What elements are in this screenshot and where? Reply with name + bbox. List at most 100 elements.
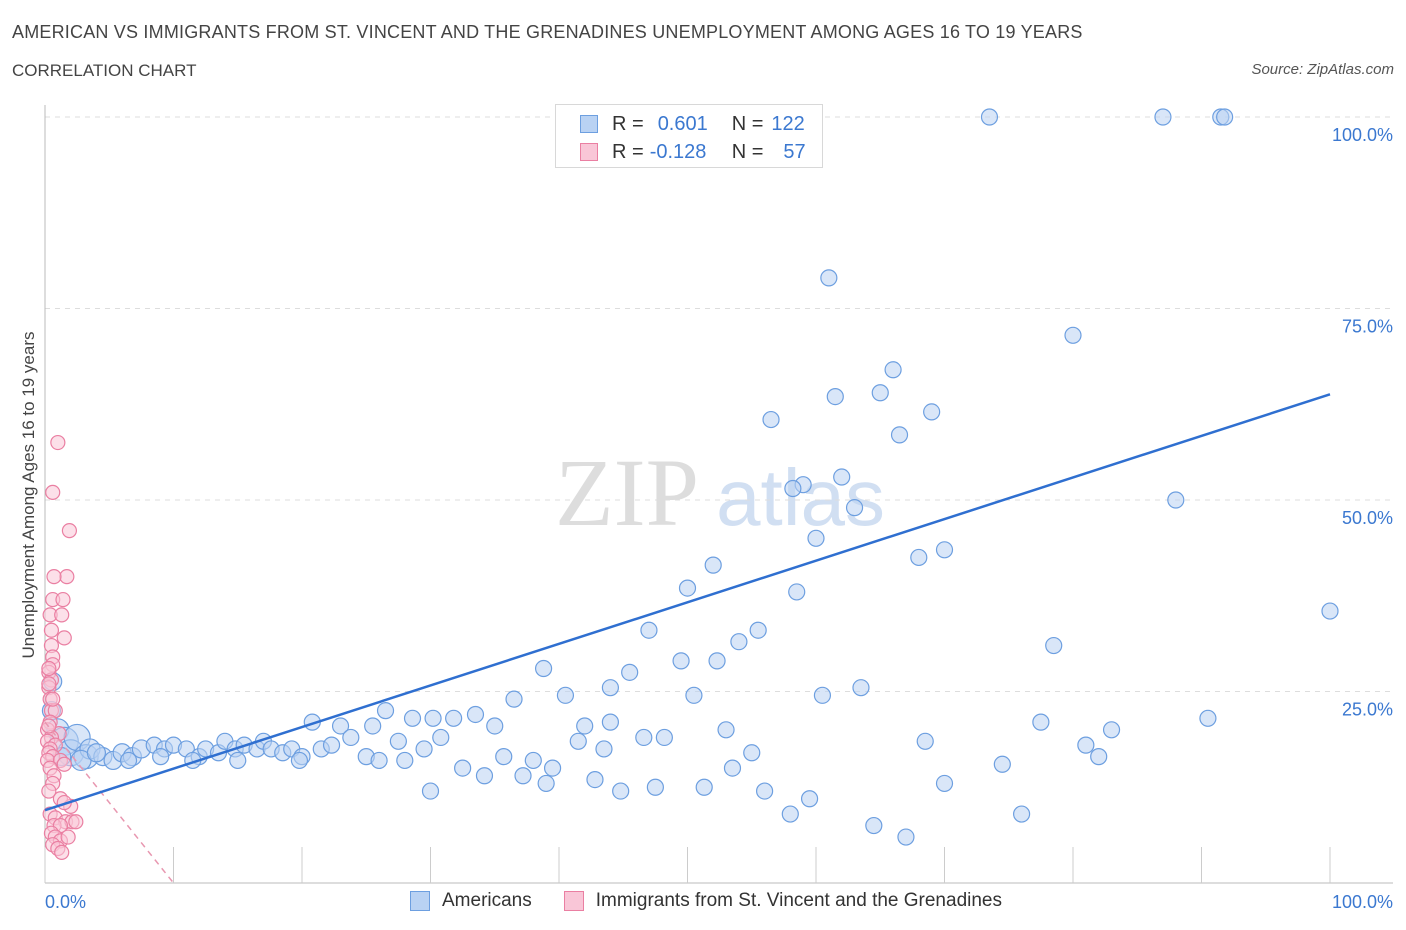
americans-point bbox=[86, 743, 107, 763]
r-label: R = bbox=[612, 112, 644, 135]
americans-point bbox=[685, 686, 703, 704]
americans-point bbox=[424, 709, 442, 727]
americans-point bbox=[119, 751, 138, 770]
n-label: N = bbox=[731, 140, 764, 163]
americans-point bbox=[556, 686, 575, 704]
immigrants-point bbox=[45, 484, 61, 500]
americans-point bbox=[820, 269, 838, 287]
americans-point bbox=[655, 728, 673, 747]
americans-point bbox=[537, 774, 555, 793]
americans-point bbox=[595, 740, 613, 758]
immigrants-point bbox=[54, 607, 70, 623]
americans-point bbox=[322, 736, 341, 754]
immigrants-point bbox=[60, 829, 76, 845]
americans-point bbox=[432, 728, 450, 747]
immigrants-point bbox=[45, 691, 61, 707]
immigrants-point bbox=[56, 630, 72, 646]
immigrants-point bbox=[56, 756, 72, 772]
americans-point bbox=[342, 728, 360, 747]
americans-point bbox=[396, 751, 414, 770]
americans-point bbox=[717, 721, 735, 739]
chart-subtitle: CORRELATION CHART bbox=[12, 61, 197, 80]
americans-point bbox=[708, 652, 726, 670]
americans-point bbox=[601, 679, 620, 697]
americans-point bbox=[421, 782, 440, 800]
americans-point bbox=[1012, 805, 1031, 823]
americans-point bbox=[1032, 713, 1050, 731]
y-tick-label: 75.0% bbox=[1342, 317, 1393, 337]
americans-point bbox=[376, 702, 395, 720]
americans-point bbox=[890, 426, 909, 444]
americans-point bbox=[389, 732, 407, 750]
americans-point bbox=[826, 387, 844, 406]
americans-point bbox=[865, 816, 883, 835]
americans-point bbox=[813, 686, 832, 704]
blue-swatch bbox=[410, 891, 430, 911]
pink-swatch bbox=[563, 891, 584, 911]
legend-item-americans: Americans bbox=[410, 890, 532, 912]
immigrants-point bbox=[54, 844, 70, 860]
americans-point bbox=[784, 479, 802, 498]
americans-point bbox=[916, 732, 934, 750]
americans-point bbox=[800, 790, 819, 808]
americans-point bbox=[743, 744, 761, 762]
americans-trendline bbox=[44, 393, 1331, 812]
americans-point bbox=[1199, 709, 1217, 727]
americans-point bbox=[1090, 748, 1108, 766]
americans-point bbox=[678, 579, 697, 597]
americans-point bbox=[871, 384, 889, 402]
stats-legend-row-americans: R = 0.601 N = 122 bbox=[580, 112, 805, 136]
americans-point bbox=[762, 410, 780, 429]
x-tick-label: 0.0% bbox=[45, 892, 86, 912]
americans-point bbox=[884, 361, 902, 379]
americans-point bbox=[1064, 326, 1082, 344]
y-tick-label: 50.0% bbox=[1342, 508, 1393, 528]
x-tick-label: 100.0% bbox=[1332, 892, 1393, 912]
americans-point bbox=[576, 717, 594, 735]
americans-point bbox=[454, 759, 472, 777]
americans-point bbox=[672, 652, 690, 670]
americans-point bbox=[640, 621, 658, 639]
immigrants-point bbox=[55, 591, 71, 608]
watermark-zip: ZIP bbox=[555, 439, 699, 546]
americans-point bbox=[621, 663, 639, 681]
americans-point bbox=[486, 717, 504, 735]
americans-point bbox=[475, 767, 494, 785]
americans-point bbox=[152, 748, 170, 766]
americans-point bbox=[415, 740, 433, 758]
americans-point bbox=[612, 782, 630, 800]
americans-point bbox=[695, 778, 713, 796]
immigrants-point bbox=[59, 568, 75, 585]
americans-point bbox=[569, 732, 587, 750]
americans-point bbox=[229, 751, 247, 770]
legend-item-immigrants: Immigrants from St. Vincent and the Gren… bbox=[563, 890, 1002, 912]
americans-point bbox=[445, 709, 463, 727]
americans-point bbox=[1216, 108, 1234, 126]
immigrants-point bbox=[50, 434, 66, 451]
americans-point bbox=[730, 633, 748, 651]
immigrants-point bbox=[41, 660, 57, 677]
americans-point bbox=[466, 705, 485, 724]
americans-point bbox=[1154, 108, 1172, 126]
americans-point bbox=[845, 499, 864, 517]
americans-point bbox=[290, 751, 309, 770]
americans-point bbox=[935, 774, 954, 793]
stats-legend-row-immigrants: R = -0.128 N = 57 bbox=[580, 140, 806, 164]
americans-point bbox=[543, 759, 562, 777]
americans-point bbox=[370, 751, 388, 770]
americans-point bbox=[524, 751, 542, 770]
blue-swatch bbox=[580, 115, 598, 133]
americans-point bbox=[807, 529, 825, 547]
americans-point bbox=[833, 468, 851, 486]
americans-point bbox=[993, 755, 1011, 773]
immigrants-point bbox=[46, 568, 62, 585]
n-value: 122 bbox=[771, 112, 805, 135]
chart-title: AMERICAN VS IMMIGRANTS FROM ST. VINCENT … bbox=[12, 22, 1083, 42]
americans-point bbox=[852, 679, 870, 697]
americans-point bbox=[646, 778, 664, 796]
y-tick-label: 25.0% bbox=[1342, 700, 1393, 720]
immigrants-point bbox=[41, 783, 57, 799]
r-label: R = bbox=[612, 140, 644, 163]
americans-point bbox=[749, 621, 767, 639]
r-value: 0.601 bbox=[657, 112, 708, 135]
